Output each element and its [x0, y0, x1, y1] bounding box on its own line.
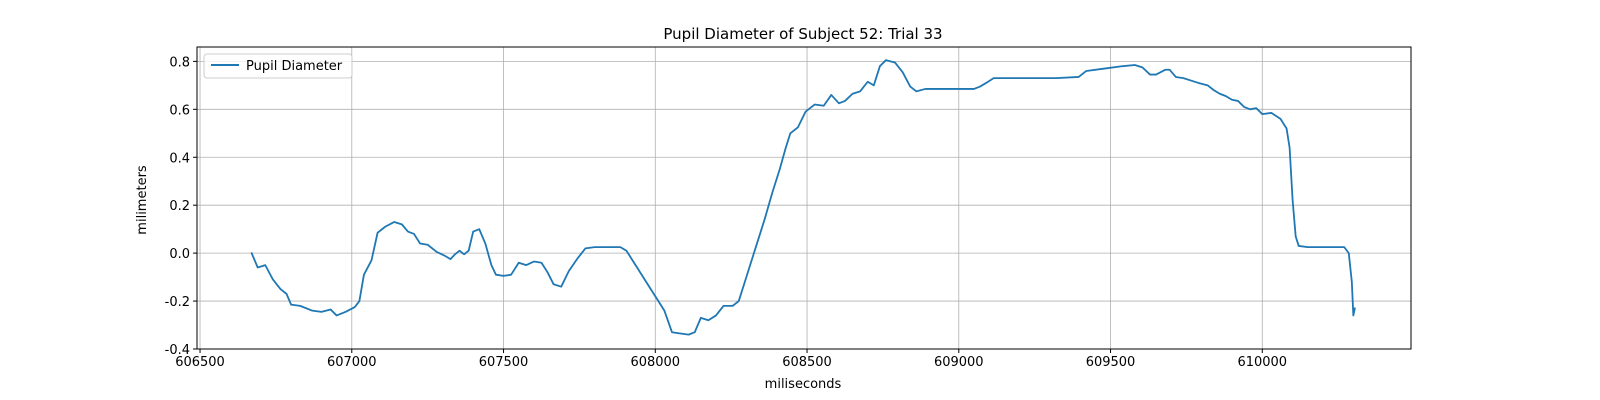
- series-line-pupil-diameter: [250, 59, 1356, 336]
- x-axis-label: miliseconds: [765, 377, 842, 392]
- plot-area: [250, 59, 1356, 336]
- x-tick-label: 608000: [630, 355, 680, 370]
- legend-box: [203, 53, 353, 79]
- x-tick-label: 609000: [934, 355, 984, 370]
- legend-label: Pupil Diameter: [246, 59, 343, 74]
- legend: Pupil Diameter: [203, 53, 353, 79]
- chart-title: Pupil Diameter of Subject 52: Trial 33: [663, 25, 942, 43]
- y-tick-label: 0.6: [169, 103, 190, 118]
- x-tick-label: 607500: [479, 355, 529, 370]
- axis-ticks: 606500 607000 607500 608000 608500 609000 6095…: [165, 55, 1287, 370]
- x-tick-label: 609500: [1086, 355, 1136, 370]
- y-tick-label: 0.8: [169, 55, 190, 70]
- y-tick-label: -0.2: [165, 295, 190, 310]
- x-tick-label: 607000: [327, 355, 377, 370]
- x-tick-label: 610000: [1237, 355, 1287, 370]
- axes-frame: [196, 46, 1412, 350]
- y-tick-label: 0.2: [169, 199, 190, 214]
- x-tick-label: 606500: [175, 355, 225, 370]
- y-tick-label: -0.4: [165, 343, 190, 358]
- y-tick-label: 0.0: [169, 247, 190, 262]
- y-tick-label: 0.4: [169, 151, 190, 166]
- x-tick-label: 608500: [782, 355, 832, 370]
- y-axis-label: milimeters: [135, 165, 150, 235]
